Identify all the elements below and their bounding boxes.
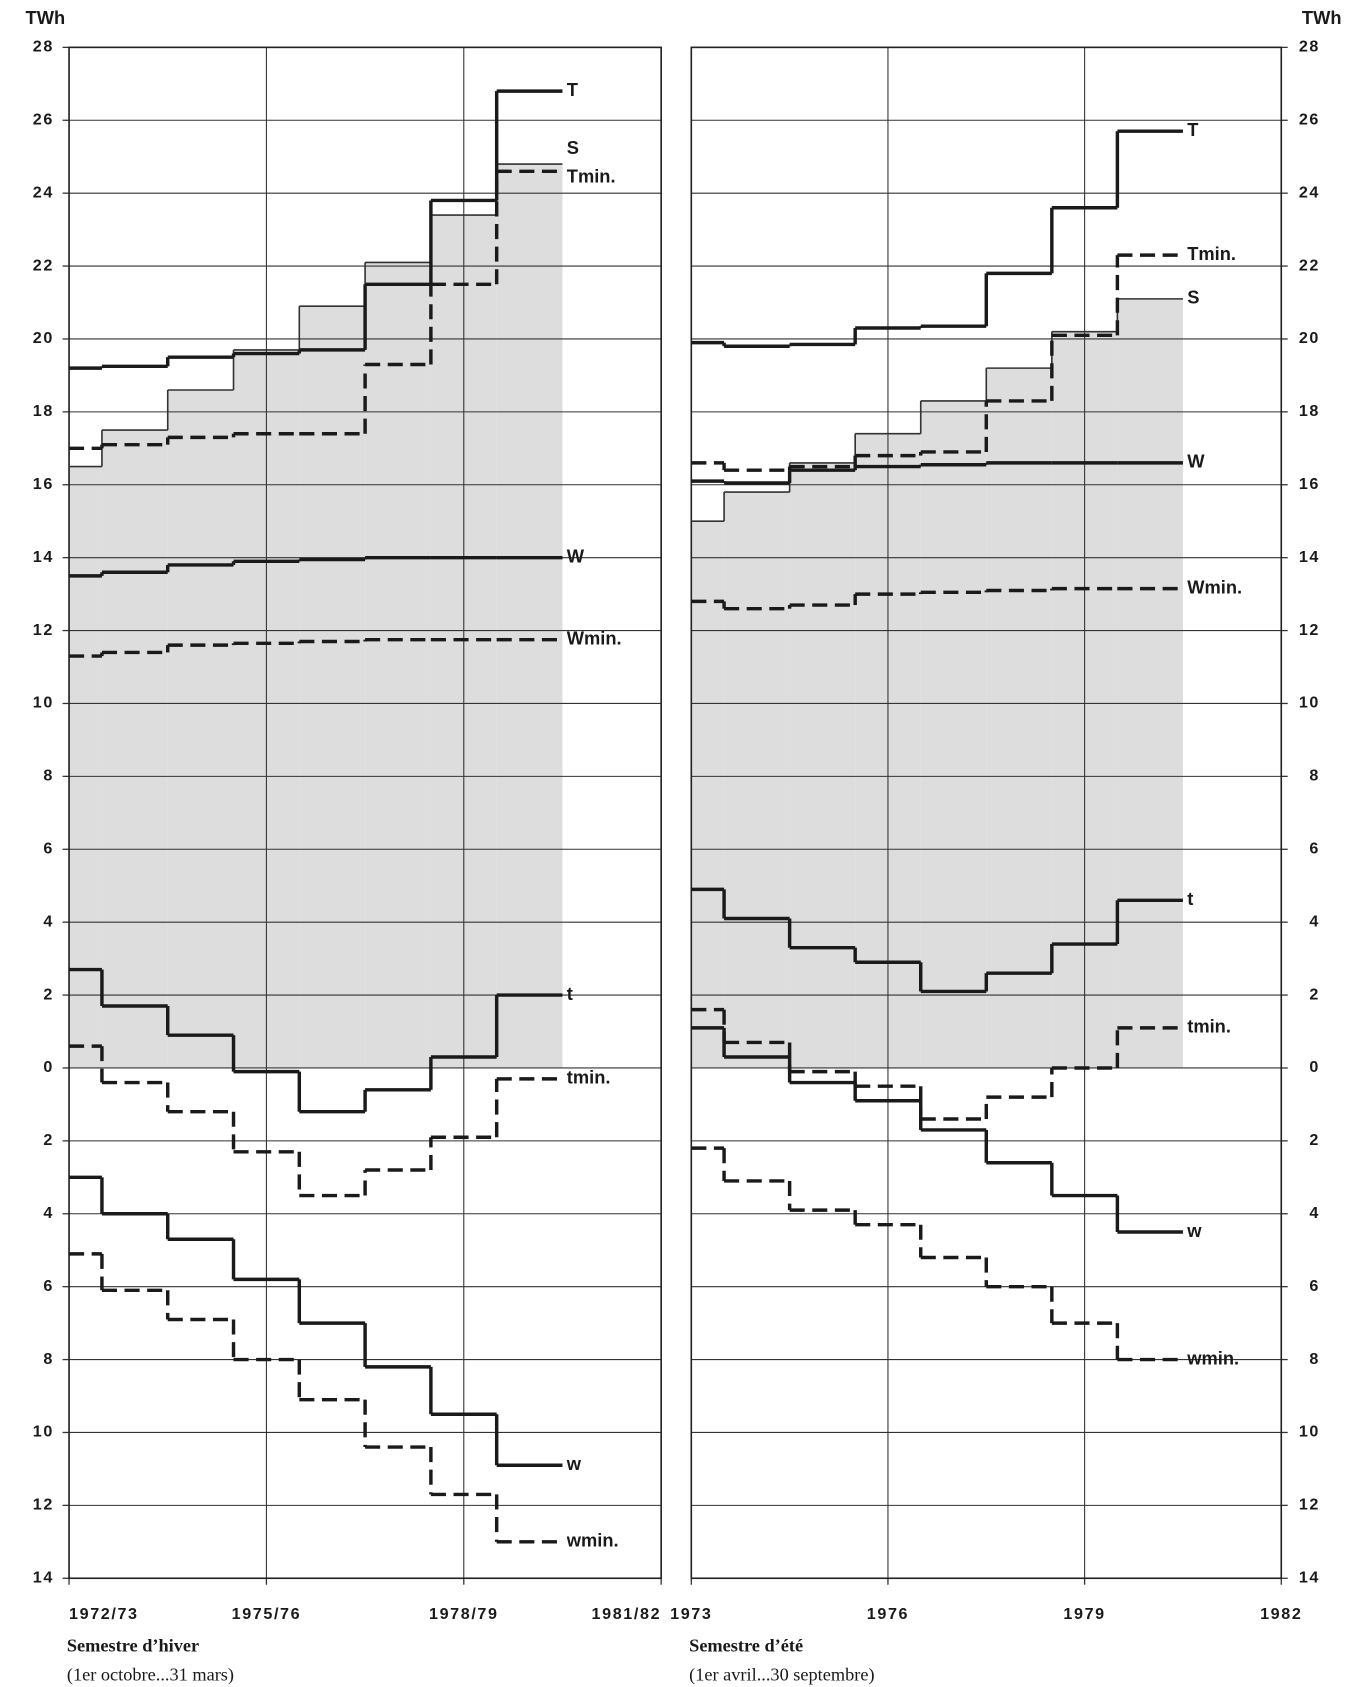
- panel-subtitle: (1er avril...30 septembre): [689, 1664, 874, 1685]
- y-tick-label: 10: [1299, 1423, 1320, 1441]
- x-tick-label: 1978/79: [429, 1605, 499, 1623]
- y-tick-label: 4: [1309, 1204, 1320, 1222]
- series-label: T: [567, 79, 578, 100]
- x-tick-label: 1979: [1063, 1605, 1105, 1623]
- y-tick-label: 0: [1309, 1058, 1320, 1076]
- y-tick-label: 26: [33, 111, 54, 129]
- plot-frame: [68, 46, 662, 1580]
- series-label: tmin.: [567, 1067, 611, 1088]
- y-tick-label: 4: [43, 912, 54, 930]
- y-tick-label: 6: [1309, 840, 1320, 858]
- y-tick-label: 2: [43, 1131, 54, 1149]
- area-step: [1117, 298, 1183, 1068]
- y-tick-label: 8: [1309, 1350, 1320, 1368]
- y-tick-label: 14: [33, 548, 54, 566]
- area-step: [299, 306, 366, 1068]
- y-tick-label: 2: [43, 985, 54, 1003]
- panel-title: Semestre d’hiver: [67, 1635, 199, 1655]
- y-tick-label: 0: [43, 1058, 54, 1076]
- area-step: [101, 430, 168, 1068]
- series-label: wmin.: [566, 1530, 619, 1551]
- x-tick-label: 1976: [867, 1605, 909, 1623]
- series-label: tmin.: [1187, 1016, 1231, 1037]
- series-label: Wmin.: [1187, 576, 1242, 597]
- y-tick-label: 10: [1299, 694, 1320, 712]
- y-tick-label: 8: [43, 767, 54, 785]
- y-tick-label: 6: [43, 1277, 54, 1295]
- x-tick-label: 1981/82: [592, 1605, 662, 1623]
- y-tick-label: 24: [33, 183, 54, 201]
- series-label: Tmin.: [1187, 243, 1236, 264]
- series-label: Wmin.: [567, 628, 622, 649]
- x-tick-label: 1975/76: [232, 1605, 302, 1623]
- y-axis-label: TWh: [1302, 7, 1342, 28]
- y-tick-label: 8: [1309, 767, 1320, 785]
- area-step: [986, 368, 1052, 1068]
- y-tick-label: 14: [1299, 548, 1320, 566]
- y-axis-label: TWh: [26, 7, 66, 28]
- panel-subtitle: (1er octobre...31 mars): [67, 1664, 234, 1685]
- y-tick-label: 20: [1299, 329, 1320, 347]
- y-tick-label: 10: [33, 694, 54, 712]
- series-label: Tmin.: [567, 166, 616, 187]
- series-label: S: [1187, 287, 1199, 308]
- plot-frame: [690, 46, 1283, 1580]
- y-tick-label: 12: [1299, 1496, 1320, 1514]
- y-tick-label: 2: [1309, 985, 1320, 1003]
- series-label: t: [1187, 888, 1193, 909]
- area-step: [724, 492, 790, 1068]
- series-label: T: [1187, 119, 1198, 140]
- series-label: w: [1186, 1220, 1202, 1241]
- y-tick-label: 28: [33, 38, 54, 56]
- series-label: w: [566, 1453, 582, 1474]
- y-tick-label: 18: [33, 402, 54, 420]
- y-tick-label: 8: [43, 1350, 54, 1368]
- y-tick-label: 20: [33, 329, 54, 347]
- y-tick-label: 16: [1299, 475, 1320, 493]
- area-step: [789, 462, 856, 1068]
- y-tick-label: 22: [33, 256, 54, 274]
- y-tick-label: 22: [1299, 256, 1320, 274]
- y-tick-label: 18: [1299, 402, 1320, 420]
- y-tick-label: 16: [33, 475, 54, 493]
- y-tick-label: 26: [1299, 111, 1320, 129]
- y-tick-label: 6: [1309, 1277, 1320, 1295]
- y-tick-label: 14: [33, 1569, 54, 1587]
- y-tick-label: 14: [1299, 1569, 1320, 1587]
- y-tick-label: 12: [1299, 621, 1320, 639]
- y-tick-label: 2: [1309, 1131, 1320, 1149]
- y-tick-label: 6: [43, 840, 54, 858]
- x-tick-label: 1972/73: [69, 1605, 139, 1623]
- area-step: [496, 164, 563, 1068]
- series-label: t: [567, 983, 573, 1004]
- series-label: W: [1187, 451, 1205, 472]
- y-tick-label: 28: [1299, 38, 1320, 56]
- y-tick-label: 24: [1299, 183, 1320, 201]
- area-step: [69, 466, 102, 1068]
- x-tick-label: 1982: [1260, 1605, 1302, 1623]
- y-tick-label: 10: [33, 1423, 54, 1441]
- series-label: S: [567, 137, 579, 158]
- panel-title: Semestre d’été: [689, 1635, 803, 1655]
- area-step: [365, 262, 431, 1068]
- x-tick-label: 1973: [670, 1605, 712, 1623]
- y-tick-label: 12: [33, 621, 54, 639]
- y-tick-label: 4: [43, 1204, 54, 1222]
- area-step: [920, 400, 987, 1068]
- y-tick-label: 12: [33, 1496, 54, 1514]
- area-step: [167, 389, 234, 1068]
- series-label: W: [567, 545, 585, 566]
- series-label: wmin.: [1186, 1347, 1239, 1368]
- area-step: [691, 521, 725, 1068]
- y-tick-label: 4: [1309, 912, 1320, 930]
